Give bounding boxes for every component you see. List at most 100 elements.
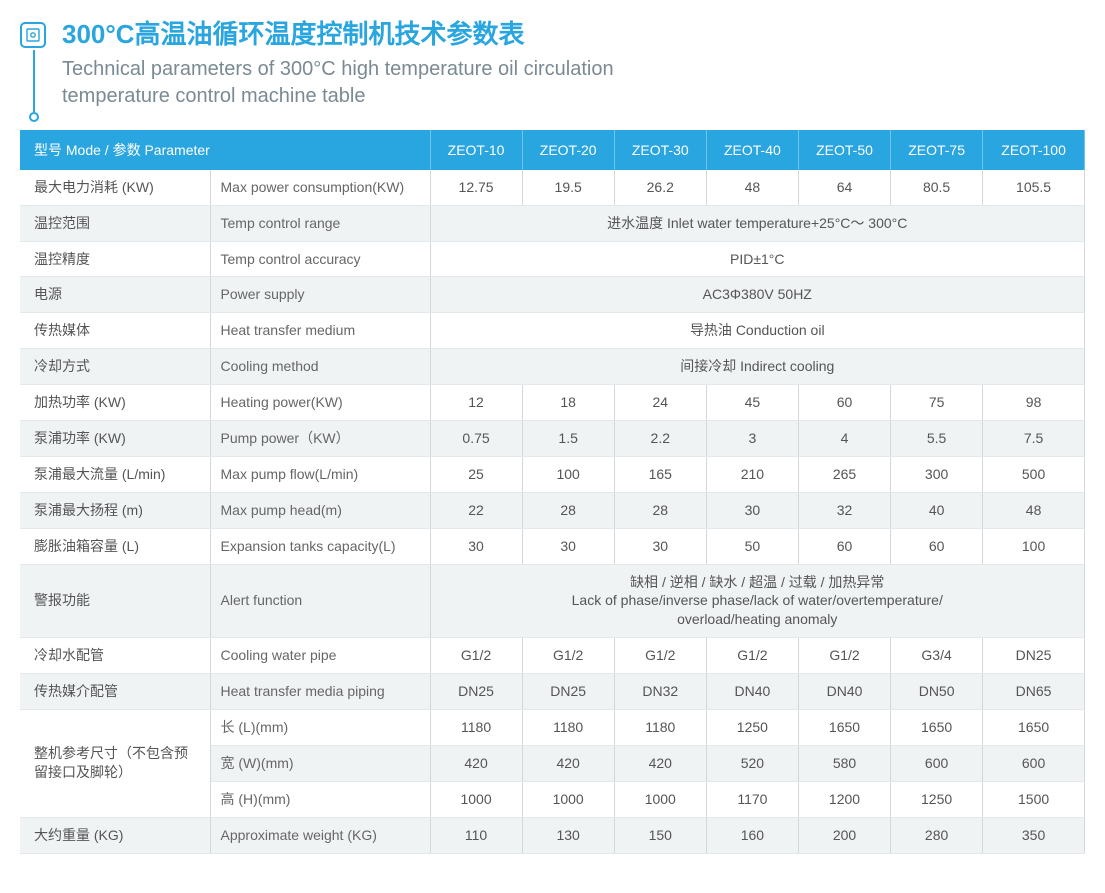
row-label-cn: 整机参考尺寸（不包含预留接口及脚轮） bbox=[20, 710, 210, 818]
row-value-cell: DN40 bbox=[798, 674, 890, 710]
row-value-cell: 110 bbox=[430, 817, 522, 853]
page-header: 300°C高温油循环温度控制机技术参数表 Technical parameter… bbox=[20, 18, 1085, 110]
header-decorative-dot bbox=[29, 112, 39, 122]
row-value-span: 缺相 / 逆相 / 缺水 / 超温 / 过载 / 加热异常 Lack of ph… bbox=[430, 564, 1085, 638]
page-title-en: Technical parameters of 300°C high tempe… bbox=[62, 56, 622, 110]
row-value-cell: G3/4 bbox=[891, 638, 983, 674]
row-value-cell: DN32 bbox=[614, 674, 706, 710]
row-value-cell: 7.5 bbox=[983, 421, 1085, 457]
row-label-en: Temp control range bbox=[210, 205, 430, 241]
row-value-cell: 4 bbox=[798, 421, 890, 457]
table-row: 电源Power supplyAC3Φ380V 50HZ bbox=[20, 277, 1085, 313]
row-value-cell: 1000 bbox=[522, 781, 614, 817]
row-label-en: Approximate weight (KG) bbox=[210, 817, 430, 853]
row-value-cell: 30 bbox=[706, 492, 798, 528]
row-value-cell: G1/2 bbox=[430, 638, 522, 674]
row-label-en: Alert function bbox=[210, 564, 430, 638]
row-value-cell: 32 bbox=[798, 492, 890, 528]
table-row: 传热媒体Heat transfer medium导热油 Conduction o… bbox=[20, 313, 1085, 349]
row-value-cell: 1650 bbox=[798, 710, 890, 746]
row-value-cell: 22 bbox=[430, 492, 522, 528]
table-row: 冷却方式Cooling method间接冷却 Indirect cooling bbox=[20, 349, 1085, 385]
row-label-en: Pump power（KW） bbox=[210, 421, 430, 457]
row-value-cell: 1180 bbox=[430, 710, 522, 746]
row-value-cell: 1.5 bbox=[522, 421, 614, 457]
row-label-cn: 泵浦最大扬程 (m) bbox=[20, 492, 210, 528]
row-value-cell: 28 bbox=[614, 492, 706, 528]
row-value-span: AC3Φ380V 50HZ bbox=[430, 277, 1085, 313]
row-label-en: Power supply bbox=[210, 277, 430, 313]
row-label-cn: 大约重量 (KG) bbox=[20, 817, 210, 853]
table-row: 加热功率 (KW)Heating power(KW)12182445607598 bbox=[20, 385, 1085, 421]
row-label-cn: 警报功能 bbox=[20, 564, 210, 638]
table-row: 最大电力消耗 (KW)Max power consumption(KW)12.7… bbox=[20, 170, 1085, 205]
row-value-cell: 64 bbox=[798, 170, 890, 205]
row-label-cn: 传热媒介配管 bbox=[20, 674, 210, 710]
row-label-cn: 加热功率 (KW) bbox=[20, 385, 210, 421]
row-value-cell: G1/2 bbox=[522, 638, 614, 674]
table-row: 温控范围Temp control range进水温度 Inlet water t… bbox=[20, 205, 1085, 241]
spec-table-head-row: 型号 Mode / 参数 ParameterZEOT-10ZEOT-20ZEOT… bbox=[20, 130, 1085, 170]
row-value-cell: 280 bbox=[891, 817, 983, 853]
row-value-cell: 350 bbox=[983, 817, 1085, 853]
row-value-cell: 30 bbox=[430, 528, 522, 564]
row-value-cell: 300 bbox=[891, 456, 983, 492]
row-label-en: Cooling water pipe bbox=[210, 638, 430, 674]
row-value-cell: 60 bbox=[891, 528, 983, 564]
row-value-cell: 420 bbox=[522, 745, 614, 781]
row-label-cn: 泵浦最大流量 (L/min) bbox=[20, 456, 210, 492]
row-value-span: 进水温度 Inlet water temperature+25°C～ 300°C bbox=[430, 205, 1085, 241]
table-row: 整机参考尺寸（不包含预留接口及脚轮）长 (L)(mm)1180118011801… bbox=[20, 710, 1085, 746]
col-header-model: ZEOT-40 bbox=[706, 130, 798, 170]
row-label-en: Cooling method bbox=[210, 349, 430, 385]
row-value-cell: 60 bbox=[798, 528, 890, 564]
row-value-cell: 1180 bbox=[614, 710, 706, 746]
spec-sheet-icon-svg bbox=[26, 28, 40, 42]
row-value-span: 间接冷却 Indirect cooling bbox=[430, 349, 1085, 385]
row-value-cell: DN25 bbox=[430, 674, 522, 710]
row-value-cell: DN50 bbox=[891, 674, 983, 710]
row-label-en: Max power consumption(KW) bbox=[210, 170, 430, 205]
spec-table-body: 最大电力消耗 (KW)Max power consumption(KW)12.7… bbox=[20, 170, 1085, 853]
row-value-cell: 1250 bbox=[706, 710, 798, 746]
row-value-cell: 60 bbox=[798, 385, 890, 421]
row-label-en: Max pump head(m) bbox=[210, 492, 430, 528]
row-value-cell: 520 bbox=[706, 745, 798, 781]
row-value-cell: 48 bbox=[706, 170, 798, 205]
row-value-cell: 100 bbox=[983, 528, 1085, 564]
row-label-en: Max pump flow(L/min) bbox=[210, 456, 430, 492]
row-label-cn: 泵浦功率 (KW) bbox=[20, 421, 210, 457]
col-header-model: ZEOT-100 bbox=[983, 130, 1085, 170]
row-value-cell: 1650 bbox=[983, 710, 1085, 746]
row-value-cell: 580 bbox=[798, 745, 890, 781]
row-value-cell: DN40 bbox=[706, 674, 798, 710]
row-label-cn: 传热媒体 bbox=[20, 313, 210, 349]
row-value-cell: 1000 bbox=[614, 781, 706, 817]
col-header-model: ZEOT-30 bbox=[614, 130, 706, 170]
row-label-en: Heat transfer medium bbox=[210, 313, 430, 349]
spec-table: 型号 Mode / 参数 ParameterZEOT-10ZEOT-20ZEOT… bbox=[20, 130, 1085, 854]
row-value-cell: 18 bbox=[522, 385, 614, 421]
table-row: 泵浦最大流量 (L/min)Max pump flow(L/min)251001… bbox=[20, 456, 1085, 492]
row-value-cell: G1/2 bbox=[614, 638, 706, 674]
row-label-cn: 膨胀油箱容量 (L) bbox=[20, 528, 210, 564]
page-title-cn: 300°C高温油循环温度控制机技术参数表 bbox=[62, 18, 1085, 52]
row-value-cell: 150 bbox=[614, 817, 706, 853]
table-row: 冷却水配管Cooling water pipeG1/2G1/2G1/2G1/2G… bbox=[20, 638, 1085, 674]
row-value-cell: 45 bbox=[706, 385, 798, 421]
row-value-cell: 210 bbox=[706, 456, 798, 492]
row-label-en: Heating power(KW) bbox=[210, 385, 430, 421]
row-value-cell: 500 bbox=[983, 456, 1085, 492]
row-value-cell: DN25 bbox=[983, 638, 1085, 674]
row-value-cell: 25 bbox=[430, 456, 522, 492]
row-value-cell: 12 bbox=[430, 385, 522, 421]
row-value-cell: G1/2 bbox=[798, 638, 890, 674]
row-label-cn: 冷却方式 bbox=[20, 349, 210, 385]
table-row: 传热媒介配管Heat transfer media pipingDN25DN25… bbox=[20, 674, 1085, 710]
spec-table-head: 型号 Mode / 参数 ParameterZEOT-10ZEOT-20ZEOT… bbox=[20, 130, 1085, 170]
spec-sheet-icon bbox=[20, 22, 46, 48]
row-label-en: Heat transfer media piping bbox=[210, 674, 430, 710]
header-decorative-line bbox=[33, 50, 35, 112]
table-row: 温控精度Temp control accuracyPID±1°C bbox=[20, 241, 1085, 277]
row-value-cell: DN25 bbox=[522, 674, 614, 710]
